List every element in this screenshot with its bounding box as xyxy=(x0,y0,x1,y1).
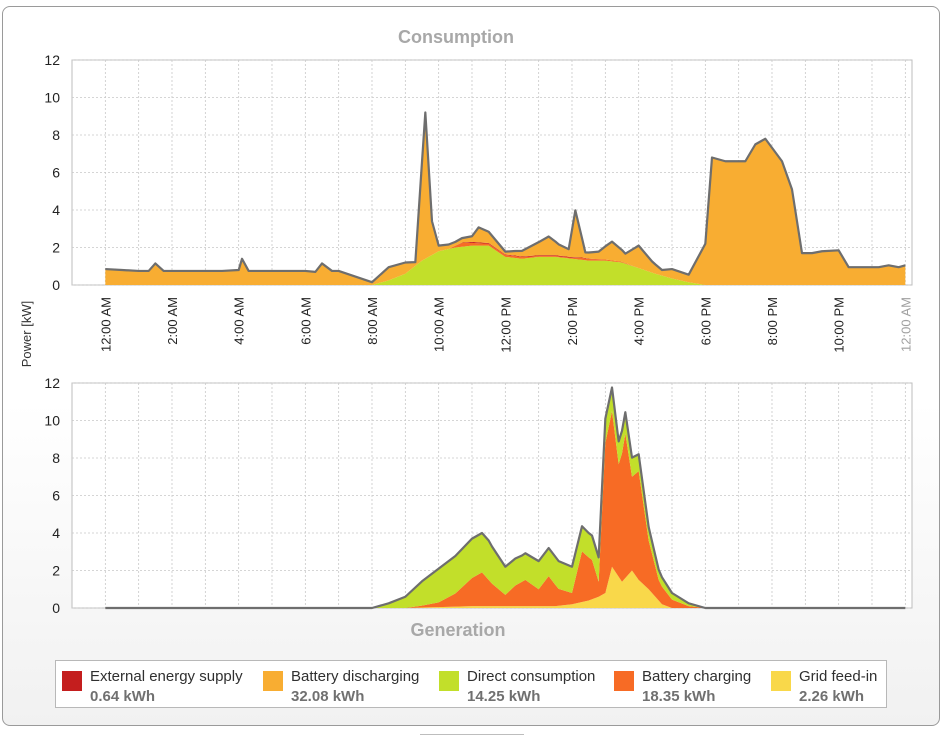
y-tick-label: 10 xyxy=(44,90,60,106)
area-battery-discharging xyxy=(105,112,906,285)
y-tick-label: 8 xyxy=(52,450,60,466)
legend-value: 2.26 kWh xyxy=(799,688,865,705)
legend: External energy supply 0.64 kWh Battery … xyxy=(55,660,887,708)
legend-swatch-battery-charging xyxy=(614,671,634,691)
x-tick-label: 4:00 AM xyxy=(232,297,247,345)
y-tick-label: 8 xyxy=(52,127,60,143)
y-tick-label: 12 xyxy=(44,52,60,68)
y-tick-label: 0 xyxy=(52,600,60,616)
y-tick-label: 12 xyxy=(44,375,60,391)
legend-label: Battery discharging xyxy=(291,668,420,685)
legend-value: 18.35 kWh xyxy=(642,688,716,705)
legend-swatch-grid-feed-in xyxy=(771,671,791,691)
legend-swatch-direct-consumption xyxy=(439,671,459,691)
y-tick-label: 4 xyxy=(52,202,60,218)
y-tick-label: 6 xyxy=(52,488,60,504)
y-tick-label: 2 xyxy=(52,563,60,579)
x-tick-label: 4:00 PM xyxy=(632,297,647,345)
x-tick-label: 2:00 AM xyxy=(165,297,180,345)
y-tick-label: 10 xyxy=(44,413,60,429)
x-tick-label: 2:00 PM xyxy=(565,297,580,345)
y-axis-label: Power [kW] xyxy=(19,301,34,367)
legend-label: Grid feed-in xyxy=(799,668,878,685)
consumption-plot: 0 2 4 6 8 10 12 12:00 AM 2:00 AM 4:00 AM 6:00 AM 8:… xyxy=(44,52,913,353)
legend-label: Direct consumption xyxy=(467,668,596,685)
legend-swatch-battery-discharging xyxy=(263,671,283,691)
y-tick-label: 6 xyxy=(52,165,60,181)
y-tick-label: 2 xyxy=(52,240,60,256)
x-tick-label: 10:00 PM xyxy=(832,297,847,353)
x-tick-label: 8:00 PM xyxy=(765,297,780,345)
x-tick-label: 12:00 PM xyxy=(498,297,513,353)
area-direct-consumption xyxy=(105,245,906,285)
legend-value: 32.08 kWh xyxy=(291,688,365,705)
total-outline xyxy=(105,386,906,610)
legend-label: External energy supply xyxy=(90,668,243,685)
consumption-title: Consumption xyxy=(398,27,514,47)
scrollbar-stub[interactable] xyxy=(420,734,524,739)
generation-plot: 0 2 4 6 8 10 12 xyxy=(44,375,913,616)
legend-label: Battery charging xyxy=(642,668,752,685)
y-tick-label: 4 xyxy=(52,525,60,541)
legend-swatch-external-energy-supply xyxy=(62,671,82,691)
x-tick-label: 6:00 AM xyxy=(298,297,313,345)
y-tick-label: 0 xyxy=(52,277,60,293)
x-tick-label: 10:00 AM xyxy=(432,297,447,352)
x-tick-label: 6:00 PM xyxy=(698,297,713,345)
x-tick-label: 12:00 AM xyxy=(98,297,113,352)
generation-title: Generation xyxy=(410,620,505,640)
x-tick-label: 8:00 AM xyxy=(365,297,380,345)
legend-value: 0.64 kWh xyxy=(90,688,156,705)
total-outline xyxy=(105,111,906,284)
legend-value: 14.25 kWh xyxy=(467,688,541,705)
x-tick-label: 12:00 AM xyxy=(898,297,913,352)
